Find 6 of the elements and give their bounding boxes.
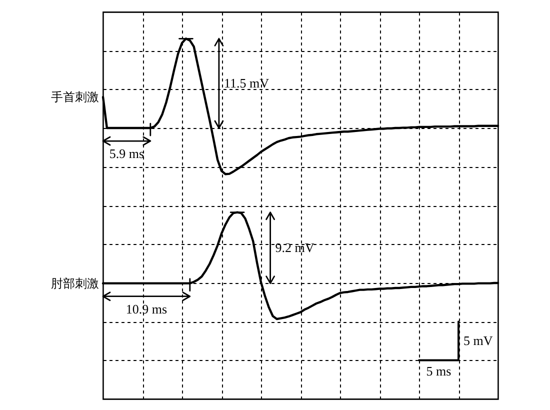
series-label: 肘部刺激 bbox=[51, 276, 99, 290]
annotation: 5 ms bbox=[426, 363, 452, 378]
annotation: 5.9 ms bbox=[109, 146, 144, 162]
annotation: 5 mV bbox=[464, 332, 494, 348]
series-label: 手首刺激 bbox=[51, 90, 99, 104]
annotation: 11.5 mV bbox=[224, 75, 270, 90]
